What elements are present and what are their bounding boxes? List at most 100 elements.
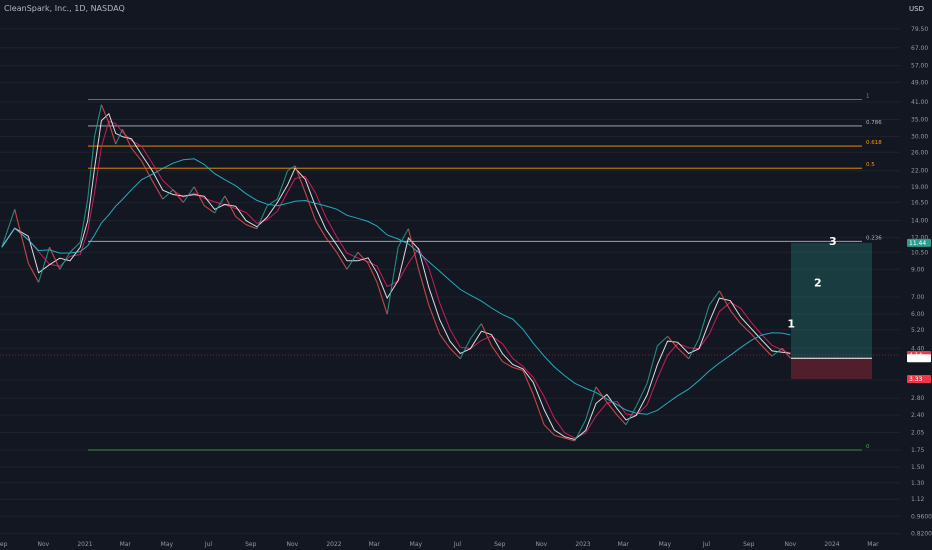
y-axis-tick-label: 2.05 [911,430,925,437]
price-candle-segment [346,252,359,270]
price-candle-segment [708,290,720,306]
price-tag-label: 11.44 [909,240,926,247]
x-axis-tick-label: 2021 [77,541,92,548]
x-axis-tick-label: Sep [245,541,257,548]
x-axis-tick-label: Sep [743,541,755,548]
price-candle-segment [376,282,388,315]
x-axis-tick-label: Sep [0,541,8,548]
price-candle-segment [315,220,327,238]
price-candle-segment [449,347,461,360]
fib-level-label: 0.786 [866,120,882,126]
price-candle-segment [616,414,627,426]
moving-average-line [1,120,791,439]
price-candle-segment [781,347,791,359]
price-candle-segment [439,333,451,349]
x-axis-tick-label: May [410,541,423,548]
price-candle-segment [751,333,763,347]
fib-level-label: 0.5 [866,162,875,168]
price-candle-segment [94,104,102,137]
annotation-label: 2 [814,277,822,290]
y-axis-tick-label: 10.50 [911,249,928,256]
price-candle-segment [667,336,679,349]
fib-level-label: 0 [866,444,870,450]
position-target-zone [791,242,872,359]
price-candle-segment [543,424,555,436]
y-axis-tick-label: 79.50 [911,26,928,33]
price-candle-segment [27,263,40,283]
price-candle-segment [193,186,205,207]
price-candle-segment [386,247,399,315]
y-axis-tick-label: 22.00 [911,168,928,175]
y-axis-tick-label: 1.30 [911,480,925,487]
y-axis-tick-label: 41.00 [911,99,928,106]
price-candle-segment [266,198,278,207]
x-axis-tick-label: 2023 [575,541,590,548]
x-axis-tick-label: May [659,541,672,548]
x-axis-tick-label: Jul [204,541,213,548]
price-candle-segment [79,199,89,243]
price-candle-segment [397,228,409,248]
y-axis-tick-label: 6.00 [911,311,925,318]
price-candle-segment [407,228,420,270]
price-candle-segment [115,129,124,145]
y-axis-tick-label: 19.00 [911,184,928,191]
y-axis-tick-label: 1.75 [911,447,925,454]
y-axis-tick-label: 14.00 [911,218,928,225]
price-candle-segment [761,345,773,357]
x-axis-tick-label: Sep [494,541,506,548]
price-candle-segment [574,419,587,442]
y-axis-tick-label: 1.12 [911,496,925,503]
fib-level-label: 0.236 [866,235,882,241]
price-candle-segment [564,437,575,442]
price-candle-segment [367,263,378,283]
price-candle-segment [325,237,338,253]
x-axis-tick-label: Jul [702,541,711,548]
x-axis-tick-label: May [161,541,174,548]
price-candle-segment [532,394,545,425]
price-candle-segment [677,347,690,360]
price-candle-segment [224,195,237,217]
x-axis-tick-label: Mar [120,541,132,548]
y-axis-tick-label: 5.20 [911,327,925,334]
x-axis-tick-label: Nov [785,541,797,548]
x-axis-tick-label: 2022 [326,541,341,548]
y-axis-tick-label: 1.50 [911,464,925,471]
price-candle-segment [108,122,117,145]
price-candle-segment [100,104,110,123]
price-candle-segment [656,335,668,347]
price-candle-segment [357,251,369,264]
x-axis-tick-label: 2024 [824,541,839,548]
y-axis-tick-label: 0.8200 [911,531,932,538]
y-axis-tick-label: 30.00 [911,133,928,140]
x-axis-tick-label: Nov [536,541,548,548]
price-candle-segment [235,216,247,226]
price-candle-segment [152,180,164,200]
price-candle-segment [522,370,534,395]
y-axis-tick-label: 2.80 [911,395,925,402]
price-candle-segment [122,129,132,149]
price-tag [907,375,931,384]
y-axis-tick-label: 35.00 [911,116,928,123]
price-candle-segment [245,224,258,230]
price-candle-segment [172,189,184,203]
price-candle-segment [69,241,81,253]
price-candle-segment [256,205,268,229]
price-candle-segment [595,386,608,403]
price-candle-segment [276,170,289,200]
price-tag [907,354,931,363]
price-candle-segment [130,147,143,162]
price-candle-segment [14,209,29,264]
price-candle-segment [729,310,742,324]
price-candle-segment [512,366,524,371]
price-candle-segment [294,165,306,194]
currency-label: USD [909,5,924,13]
chart-title: CleanSpark, Inc., 1D, NASDAQ [4,4,125,13]
x-axis-tick-label: Mar [867,541,879,548]
fib-level-label: 0.618 [866,140,882,146]
y-axis-tick-label: 12.00 [911,235,928,242]
price-candle-segment [698,305,710,339]
price-candle-segment [469,323,482,339]
price-candle-segment [491,345,503,362]
